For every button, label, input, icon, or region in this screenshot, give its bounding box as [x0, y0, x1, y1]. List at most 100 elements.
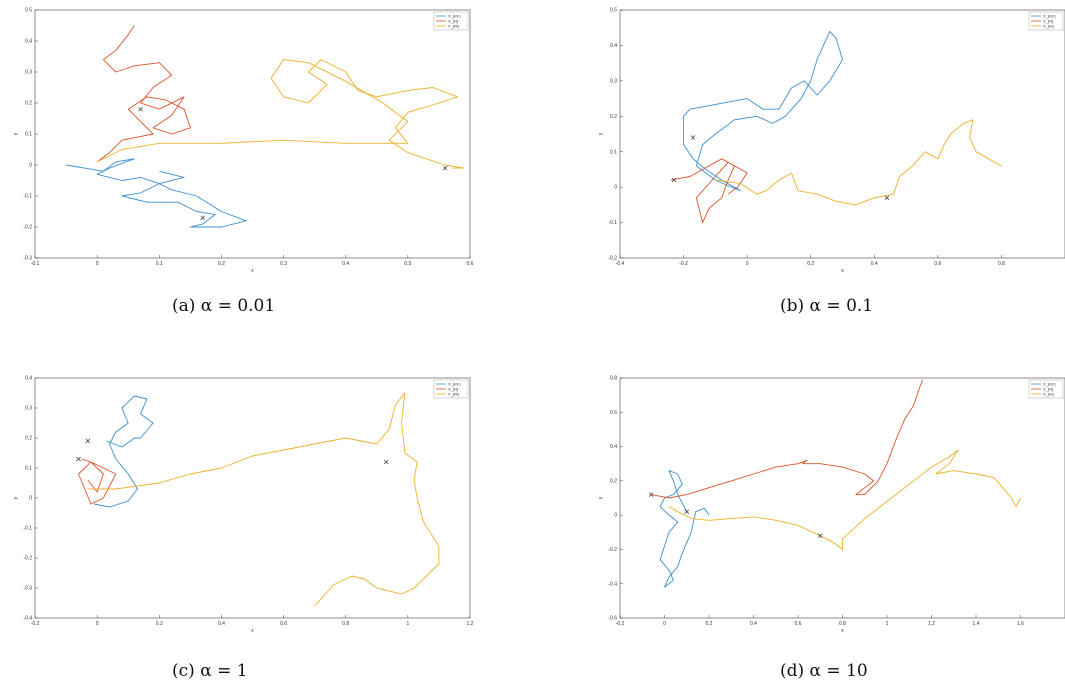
- x-tick-label: 0.6: [280, 621, 287, 627]
- y-axis-label: y: [598, 496, 604, 499]
- series-2-end-marker: [648, 492, 654, 497]
- series-3-line: [96, 59, 465, 169]
- y-tick-label: -0.4: [608, 581, 617, 587]
- series-3-end-marker: [818, 533, 823, 538]
- x-tick-label: 0.8: [342, 621, 349, 627]
- x-axis-label: x: [841, 268, 844, 274]
- y-tick-label: 0.5: [610, 8, 617, 14]
- x-tick-label: 0.5: [404, 261, 411, 267]
- series-2-line: [670, 158, 748, 224]
- x-tick-label: 1.2: [467, 621, 474, 627]
- series-3-line: [87, 392, 440, 607]
- legend-box: [433, 11, 469, 31]
- caption-d: (d) α = 10: [780, 661, 868, 681]
- x-tick-label: 1: [406, 621, 409, 627]
- series-2-end-marker: [138, 106, 143, 112]
- y-tick-label: -0.3: [23, 586, 32, 592]
- y-tick-label: 0: [614, 185, 617, 191]
- legend-label: X_{KF}: [448, 13, 461, 18]
- x-tick-label: 0.2: [706, 621, 713, 627]
- x-tick-label: 0: [96, 621, 99, 627]
- y-axis-label: y: [598, 132, 604, 135]
- y-tick-label: 0.4: [610, 43, 617, 49]
- axes-box: [34, 377, 471, 619]
- series-2-line: [78, 458, 117, 505]
- y-tick-label: 0.5: [25, 8, 32, 14]
- y-tick-label: -0.2: [23, 225, 32, 231]
- series-3-end-marker: [383, 459, 389, 465]
- y-tick-label: 0: [29, 163, 32, 169]
- y-tick-label: 0: [614, 513, 617, 519]
- y-tick-label: -0.3: [23, 256, 32, 262]
- series-2-end-marker: [671, 177, 677, 183]
- legend-label: X_{N}: [448, 18, 459, 23]
- y-tick-label: -0.1: [608, 220, 617, 226]
- x-tick-label: 0.4: [750, 621, 757, 627]
- x-tick-label: 0.4: [218, 621, 225, 627]
- y-tick-label: 0.2: [610, 114, 617, 120]
- y-axis-label: y: [13, 132, 19, 135]
- series-2-line: [96, 25, 191, 163]
- series-1-line: [66, 158, 247, 228]
- series-1-line: [659, 470, 710, 588]
- x-tick-label: 0.6: [467, 261, 474, 267]
- y-tick-label: 0.1: [25, 132, 32, 138]
- caption-a: (a) α = 0.01: [172, 296, 276, 316]
- x-tick-label: 0: [746, 261, 749, 267]
- x-tick-label: -0.2: [31, 621, 40, 627]
- series-2-line: [651, 379, 924, 499]
- y-tick-label: -0.1: [23, 526, 32, 532]
- y-tick-label: -0.2: [608, 256, 617, 262]
- y-tick-label: 0.3: [610, 78, 617, 84]
- axes-box: [34, 9, 471, 259]
- y-axis-label: y: [13, 496, 19, 499]
- x-tick-label: 0: [96, 261, 99, 267]
- x-tick-label: 1.4: [973, 621, 980, 627]
- y-tick-label: 0: [29, 496, 32, 502]
- y-tick-label: 0.2: [610, 478, 617, 484]
- x-tick-label: 0.6: [795, 621, 802, 627]
- x-tick-label: 0.1: [156, 261, 163, 267]
- x-tick-label: 0.8: [998, 261, 1005, 267]
- legend-label: X_{KF}: [1043, 381, 1056, 386]
- legend-label: X_{M}: [448, 23, 460, 28]
- x-tick-label: 0.4: [342, 261, 349, 267]
- series-1-end-marker: [690, 135, 696, 140]
- series-1-end-marker: [200, 215, 206, 220]
- y-tick-label: 0.4: [610, 444, 617, 450]
- legend-label: X_{N}: [1043, 386, 1054, 391]
- y-tick-label: -0.1: [23, 194, 32, 200]
- axes-box: [619, 377, 1065, 619]
- legend-label: X_{M}: [448, 391, 460, 396]
- plot-d: -0.2 0 0.2 0.4 0.6 0.8 1 1.2 1.4 1.6 -0.6 -0.4 -0.2 0…: [598, 376, 1065, 634]
- axes-box: [619, 9, 1065, 259]
- legend-label: X_{M}: [1043, 23, 1055, 28]
- x-tick-label: -0.4: [616, 261, 625, 267]
- plot-c: -0.2 0 0.2 0.4 0.6 0.8 1 1.2 -0.4 -0.3 -0.2 -0.1 0 0.…: [13, 376, 474, 634]
- legend-label: X_{KF}: [1043, 13, 1056, 18]
- y-tick-label: 0.1: [610, 149, 617, 155]
- x-tick-label: 1: [886, 621, 889, 627]
- series-3-line: [715, 119, 1002, 206]
- y-tick-label: -0.2: [23, 556, 32, 562]
- plot-a: -0.1 0 0.1 0.2 0.3 0.4 0.5 0.6 -0.3 -0.2 -0.1 0 0.1 0…: [13, 8, 474, 274]
- x-tick-label: 1.6: [1017, 621, 1024, 627]
- x-tick-label: 1.2: [928, 621, 935, 627]
- series-3-end-marker: [884, 195, 890, 201]
- plot-b: -0.4 -0.2 0 0.2 0.4 0.6 0.8-0.2-0.100.10.20.30…: [598, 8, 1065, 274]
- legend-box: [433, 379, 469, 399]
- x-tick-label: 0.8: [839, 621, 846, 627]
- x-tick-label: 0.2: [156, 621, 163, 627]
- y-tick-label: 0.6: [610, 410, 617, 416]
- y-tick-label: 0.2: [25, 101, 32, 107]
- y-tick-label: -0.6: [608, 616, 617, 622]
- series-3-end-marker: [442, 165, 448, 171]
- x-tick-label: 0.4: [871, 261, 878, 267]
- y-tick-label: -0.4: [23, 616, 32, 622]
- series-1-end-marker: [85, 438, 91, 444]
- y-tick-label: 0.8: [610, 376, 617, 382]
- y-tick-label: 0.1: [25, 466, 32, 472]
- x-axis-label: x: [251, 628, 254, 634]
- series-2-end-marker: [76, 456, 81, 462]
- x-axis-label: x: [841, 628, 844, 634]
